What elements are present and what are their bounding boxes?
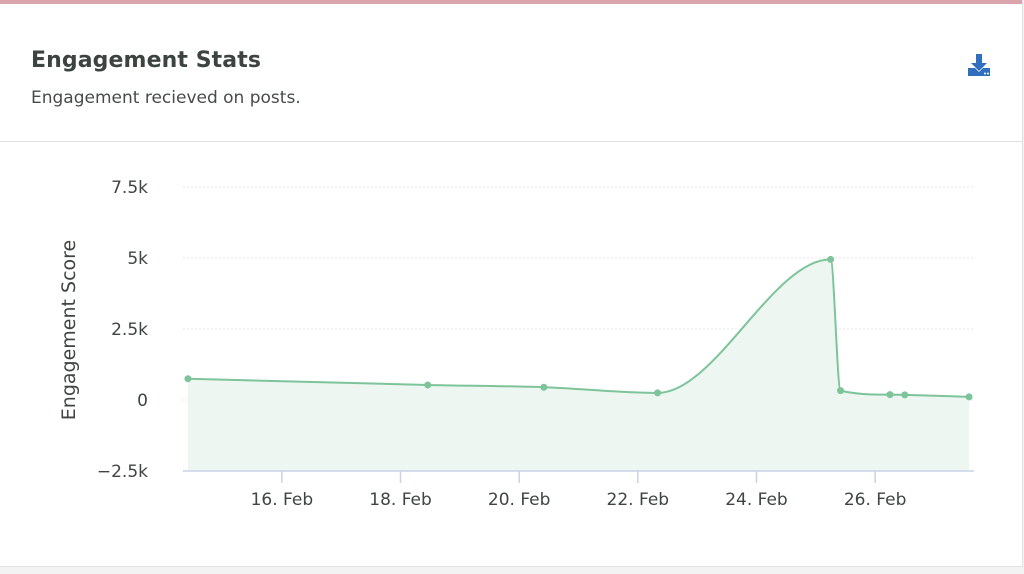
engagement-chart: 7.5k 5k 2.5k 0 −2.5k 16. Feb 18. Feb 20. Feb 22… <box>58 178 974 510</box>
series-line <box>187 258 970 398</box>
x-tick-label: 24. Feb <box>725 490 788 510</box>
data-point <box>886 391 894 399</box>
data-point <box>424 381 432 389</box>
download-icon <box>968 54 990 76</box>
data-point <box>837 387 845 395</box>
chart-points <box>184 255 973 401</box>
card-header: Engagement Stats Engagement recieved on … <box>0 4 1022 142</box>
chart-area-layer <box>187 258 970 471</box>
x-tick-label: 18. Feb <box>369 490 432 510</box>
y-tick-label: 7.5k <box>111 178 148 198</box>
y-tick-label: −2.5k <box>97 462 148 482</box>
data-point <box>540 383 548 391</box>
download-button[interactable] <box>964 52 994 80</box>
chart-x-axis <box>183 470 974 483</box>
chart-y-ticks: 7.5k 5k 2.5k 0 −2.5k <box>97 178 148 482</box>
data-point <box>965 393 973 401</box>
card-top-accent <box>0 0 1022 4</box>
card-title: Engagement Stats <box>31 48 262 73</box>
y-tick-label: 5k <box>127 249 148 269</box>
y-axis-label: Engagement Score <box>58 240 80 420</box>
chart-x-ticks: 16. Feb 18. Feb 20. Feb 22. Feb 24. Feb 26. F… <box>251 490 907 510</box>
x-tick-label: 20. Feb <box>488 490 551 510</box>
y-tick-label: 2.5k <box>111 320 148 340</box>
data-point <box>184 375 192 383</box>
y-tick-label: 0 <box>137 391 148 411</box>
x-tick-label: 16. Feb <box>251 490 314 510</box>
series-area <box>187 259 970 471</box>
data-point <box>654 389 662 397</box>
chart-gridlines <box>183 186 974 401</box>
x-tick-label: 26. Feb <box>844 490 907 510</box>
data-point <box>827 255 835 263</box>
card-subtitle: Engagement recieved on posts. <box>31 88 301 108</box>
x-tick-label: 22. Feb <box>607 490 670 510</box>
data-point <box>901 391 909 399</box>
